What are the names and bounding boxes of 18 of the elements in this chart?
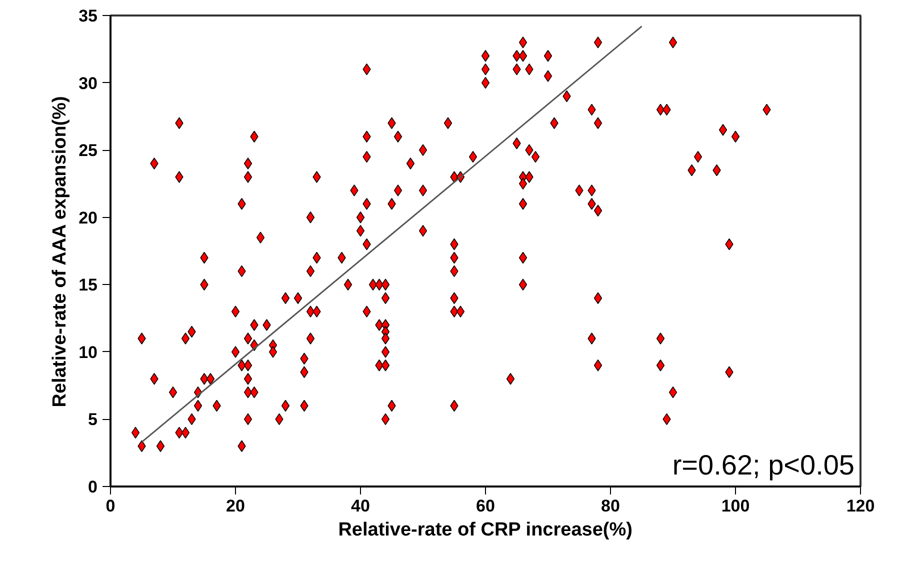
x-tick-label: 20 [226,496,245,516]
annotation: r=0.62; p<0.05 [672,450,855,480]
y-tick-label: 35 [78,6,98,26]
x-tick-label: 120 [846,496,875,516]
x-tick-label: 0 [106,496,116,516]
y-tick-label: 0 [88,478,98,496]
y-axis-title: Relative-rate of AAA expansion(%) [50,96,71,408]
y-tick-label: 25 [78,141,98,160]
y-tick-label: 20 [78,208,98,228]
y-tick-label: 10 [78,342,98,362]
x-axis-title: Relative-rate of CRP increase(%) [338,520,632,540]
y-tick-label: 15 [78,276,98,295]
x-tick-label: 40 [351,496,370,516]
x-tick-label: 80 [601,496,620,516]
y-tick-label: 30 [78,74,98,93]
x-tick-label: 60 [476,496,495,516]
x-tick-label: 100 [721,496,750,516]
y-tick-label: 5 [88,410,98,430]
